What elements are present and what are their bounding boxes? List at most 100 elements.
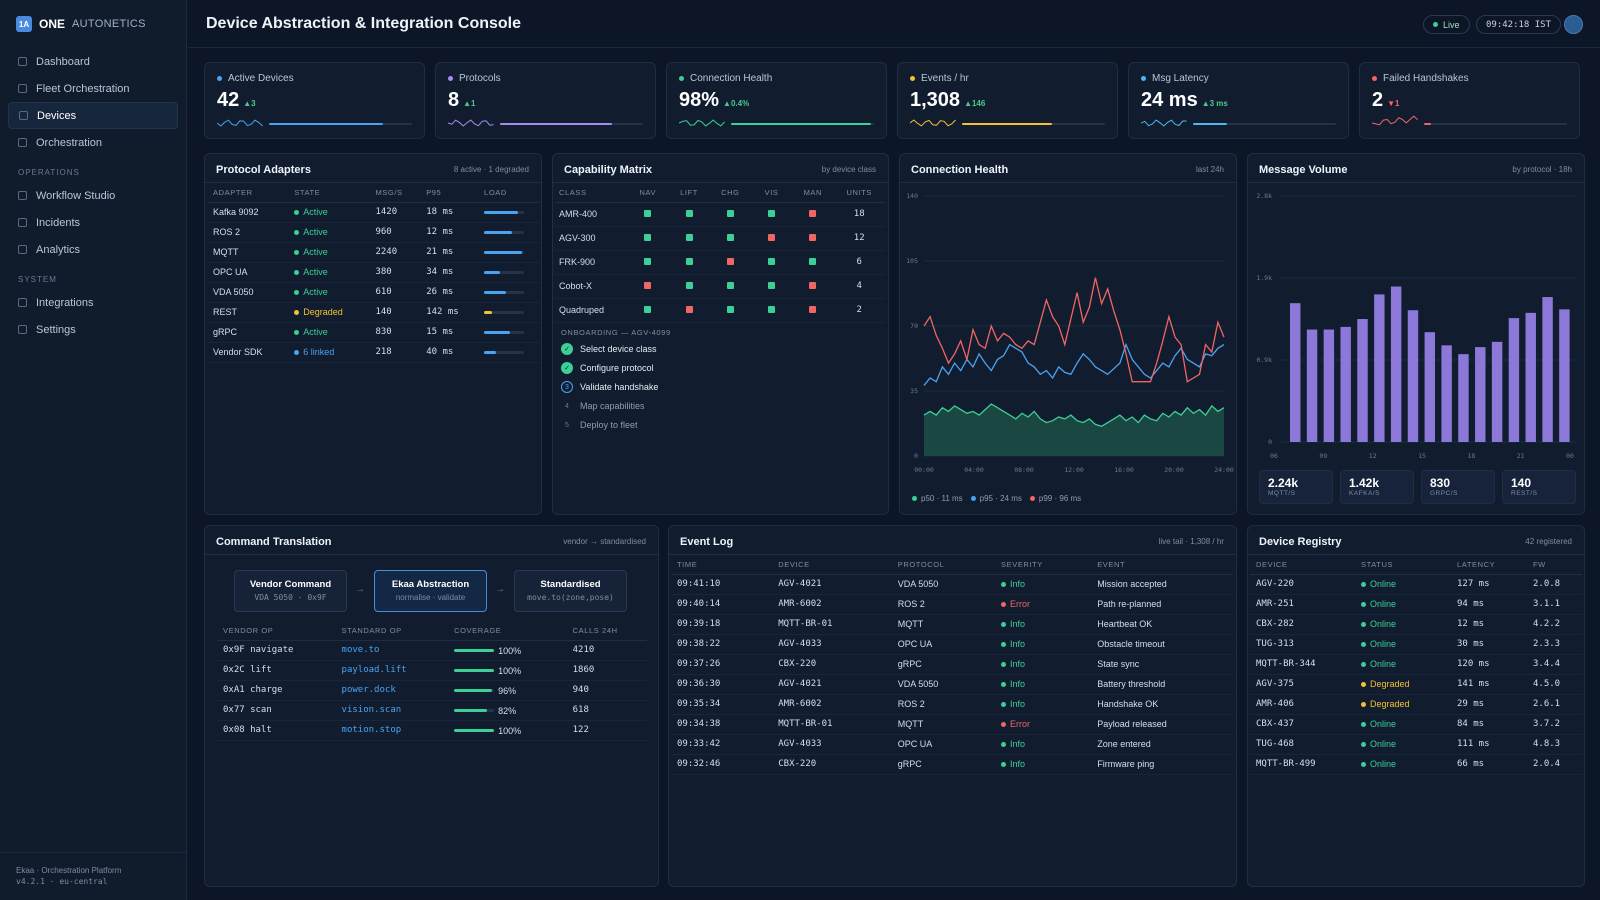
- table-row[interactable]: 0x9F navigate move.to 100% 4210: [217, 640, 647, 661]
- column-header[interactable]: MAN: [792, 184, 834, 203]
- table-row[interactable]: TUG-468 Online 111 ms 4.8.3: [1250, 734, 1582, 755]
- table-row[interactable]: 09:41:10 AGV-4021 VDA 5050 Info Mission acce…: [671, 574, 1233, 595]
- standard-op-link[interactable]: payload.lift: [335, 660, 449, 681]
- column-header[interactable]: CLASS: [555, 184, 628, 203]
- table-row[interactable]: MQTT-BR-344 Online 120 ms 3.4.4: [1250, 654, 1582, 675]
- volume-total-card[interactable]: 2.24k MQTT/S: [1259, 470, 1333, 504]
- volume-total-card[interactable]: 140 REST/S: [1502, 470, 1576, 504]
- onboarding-step[interactable]: 5 Deploy to fleet: [561, 416, 638, 434]
- onboarding-step[interactable]: 4 Map capabilities: [561, 397, 645, 415]
- column-header[interactable]: VIS: [750, 184, 793, 203]
- sidebar-item-settings[interactable]: Settings: [8, 316, 178, 343]
- column-header[interactable]: PROTOCOL: [891, 556, 996, 575]
- table-row[interactable]: 0x08 halt motion.stop 100% 122: [217, 720, 647, 741]
- column-header[interactable]: STATE: [288, 184, 370, 203]
- column-header[interactable]: FW: [1527, 556, 1582, 575]
- table-row[interactable]: Cobot-X 4: [555, 274, 885, 299]
- volume-total-card[interactable]: 830 GRPC/S: [1421, 470, 1495, 504]
- table-row[interactable]: MQTT Active 2240 21 ms: [207, 242, 539, 263]
- column-header[interactable]: STANDARD OP: [335, 622, 449, 641]
- sidebar-item-incidents[interactable]: Incidents: [8, 209, 178, 236]
- table-row[interactable]: AGV-300 12: [555, 226, 885, 251]
- table-row[interactable]: 09:36:30 AGV-4021 VDA 5050 Info Battery thre…: [671, 674, 1233, 695]
- table-row[interactable]: 0xA1 charge power.dock 96% 940: [217, 680, 647, 701]
- standard-op-link[interactable]: motion.stop: [335, 720, 449, 741]
- legend-item[interactable]: p50 · 11 ms: [912, 494, 963, 503]
- table-row[interactable]: Quadruped 2: [555, 298, 885, 323]
- column-header[interactable]: UNITS: [833, 184, 885, 203]
- sidebar-item-workflow-studio[interactable]: Workflow Studio: [8, 182, 178, 209]
- kpi-card-active-devices[interactable]: Active Devices 42 ▲3: [204, 62, 425, 139]
- flow-standardised[interactable]: Standardised move.to(zone,pose): [514, 570, 627, 612]
- table-row[interactable]: CBX-282 Online 12 ms 4.2.2: [1250, 614, 1582, 635]
- kpi-card-msg-latency[interactable]: Msg Latency 24 ms ▲3 ms: [1128, 62, 1349, 139]
- column-header[interactable]: LATENCY: [1451, 556, 1527, 575]
- sidebar-item-integrations[interactable]: Integrations: [8, 289, 178, 316]
- column-header[interactable]: LIFT: [668, 184, 710, 203]
- table-row[interactable]: 09:35:34 AMR-6002 ROS 2 Info Handshake OK: [671, 694, 1233, 715]
- column-header[interactable]: P95: [420, 184, 479, 203]
- table-row[interactable]: 0x2C lift payload.lift 100% 1860: [217, 660, 647, 681]
- kpi-card-connection-health[interactable]: Connection Health 98% ▲0.4%: [666, 62, 887, 139]
- table-row[interactable]: gRPC Active 830 15 ms: [207, 322, 539, 343]
- volume-total-card[interactable]: 1.42k KAFKA/S: [1340, 470, 1414, 504]
- column-header[interactable]: LOAD: [478, 184, 539, 203]
- column-header[interactable]: MSG/S: [369, 184, 421, 203]
- table-row[interactable]: AGV-220 Online 127 ms 2.0.8: [1250, 574, 1582, 595]
- table-row[interactable]: 09:33:42 AGV-4033 OPC UA Info Zone entered: [671, 734, 1233, 755]
- onboarding-step[interactable]: 3 Validate handshake: [561, 378, 658, 396]
- column-header[interactable]: CHG: [709, 184, 751, 203]
- table-row[interactable]: AGV-375 Degraded 141 ms 4.5.0: [1250, 674, 1582, 695]
- flow-ekaa-abstraction[interactable]: Ekaa Abstraction normalise · validate: [374, 570, 487, 612]
- column-header[interactable]: DEVICE: [1250, 556, 1355, 575]
- kpi-card-failed-handshakes[interactable]: Failed Handshakes 2 ▼1: [1359, 62, 1580, 139]
- table-row[interactable]: REST Degraded 140 142 ms: [207, 302, 539, 323]
- table-row[interactable]: 09:38:22 AGV-4033 OPC UA Info Obstacle timeo…: [671, 634, 1233, 655]
- legend-item[interactable]: p95 · 24 ms: [970, 494, 1022, 503]
- table-row[interactable]: VDA 5050 Active 610 26 ms: [207, 282, 539, 303]
- standard-op-link[interactable]: vision.scan: [335, 700, 449, 721]
- table-row[interactable]: AMR-251 Online 94 ms 3.1.1: [1250, 594, 1582, 615]
- column-header[interactable]: EVENT: [1091, 556, 1233, 575]
- column-header[interactable]: NAV: [627, 184, 669, 203]
- sidebar-item-devices[interactable]: Devices: [8, 102, 178, 129]
- table-row[interactable]: MQTT-BR-499 Online 66 ms 2.0.4: [1250, 754, 1582, 775]
- onboarding-step[interactable]: ✓ Select device class: [561, 340, 657, 358]
- kpi-card-events-hr[interactable]: Events / hr 1,308 ▲146: [897, 62, 1118, 139]
- table-row[interactable]: 09:40:14 AMR-6002 ROS 2 Error Path re-planne…: [671, 594, 1233, 615]
- brand[interactable]: 1A ONE AUTONETICS: [16, 16, 146, 32]
- column-header[interactable]: COVERAGE: [448, 622, 567, 641]
- connection-health-chart[interactable]: 0 35 70 105 140 00:00 04:00 08:00 12:00 16:00 20:0…: [900, 184, 1237, 489]
- column-header[interactable]: ADAPTER: [207, 184, 289, 203]
- sidebar-item-dashboard[interactable]: Dashboard: [8, 48, 178, 75]
- table-row[interactable]: Vendor SDK 6 linked 218 40 ms: [207, 342, 539, 363]
- kpi-card-protocols[interactable]: Protocols 8 ▲1: [435, 62, 656, 139]
- standard-op-link[interactable]: move.to: [335, 640, 449, 661]
- onboarding-step[interactable]: ✓ Configure protocol: [561, 359, 654, 377]
- column-header[interactable]: DEVICE: [772, 556, 892, 575]
- table-row[interactable]: 09:39:18 MQTT-BR-01 MQTT Info Heartbeat OK: [671, 614, 1233, 635]
- sidebar-item-fleet-orchestration[interactable]: Fleet Orchestration: [8, 75, 178, 102]
- table-row[interactable]: 09:32:46 CBX-220 gRPC Info Firmware ping: [671, 754, 1233, 775]
- flow-vendor-command[interactable]: Vendor Command VDA 5050 · 0x9F: [234, 570, 347, 612]
- table-row[interactable]: Kafka 9092 Active 1420 18 ms: [207, 202, 539, 223]
- table-row[interactable]: FRK-900 6: [555, 250, 885, 275]
- table-row[interactable]: 0x77 scan vision.scan 82% 618: [217, 700, 647, 721]
- column-header[interactable]: STATUS: [1355, 556, 1451, 575]
- column-header[interactable]: VENDOR OP: [217, 622, 336, 641]
- table-row[interactable]: AMR-400 18: [555, 202, 885, 227]
- table-row[interactable]: 09:34:38 MQTT-BR-01 MQTT Error Payload relea…: [671, 714, 1233, 735]
- live-badge[interactable]: Live: [1423, 15, 1470, 34]
- message-volume-chart[interactable]: 0 0.9k 1.9k 2.8k 06 09 12 15 18 21 00: [1248, 184, 1585, 466]
- standard-op-link[interactable]: power.dock: [335, 680, 449, 701]
- sidebar-item-orchestration[interactable]: Orchestration: [8, 129, 178, 156]
- legend-item[interactable]: p99 · 96 ms: [1029, 494, 1081, 503]
- table-row[interactable]: AMR-406 Degraded 29 ms 2.6.1: [1250, 694, 1582, 715]
- table-row[interactable]: 09:37:26 CBX-220 gRPC Info State sync: [671, 654, 1233, 675]
- table-row[interactable]: CBX-437 Online 84 ms 3.7.2: [1250, 714, 1582, 735]
- avatar[interactable]: [1564, 15, 1583, 34]
- table-row[interactable]: OPC UA Active 380 34 ms: [207, 262, 539, 283]
- column-header[interactable]: SEVERITY: [995, 556, 1092, 575]
- table-row[interactable]: ROS 2 Active 960 12 ms: [207, 222, 539, 243]
- column-header[interactable]: CALLS 24H: [566, 622, 647, 641]
